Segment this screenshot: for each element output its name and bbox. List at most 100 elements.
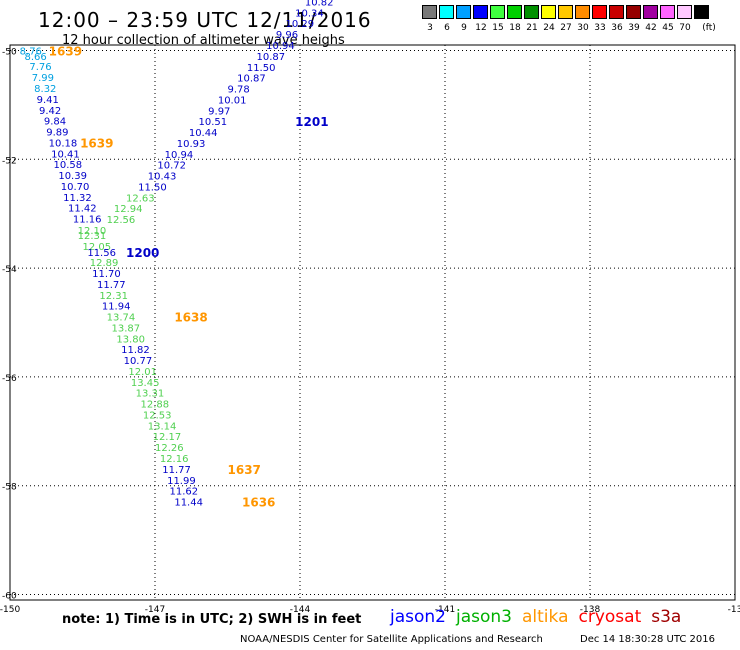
wave-height-label: 10.94	[165, 150, 194, 161]
wave-height-label: 11.42	[68, 204, 97, 215]
wave-height-label: 10.72	[157, 161, 186, 172]
wave-height-label: 7.76	[29, 62, 51, 73]
time-label: 1201	[295, 115, 328, 129]
wave-height-label: 12.56	[107, 215, 136, 226]
wave-height-label: 10.39	[58, 171, 87, 182]
y-tick-label: -54	[2, 265, 17, 275]
x-tick-label: -138	[580, 605, 601, 615]
legend-s3a: s3a	[651, 607, 682, 627]
wave-height-label: 10.41	[51, 149, 80, 160]
wave-height-label: 11.70	[92, 269, 121, 280]
wave-height-label: 10.51	[199, 117, 228, 128]
scale-swatch	[660, 5, 675, 19]
wave-height-label: 12.31	[78, 231, 107, 242]
wave-height-label: 13.74	[107, 313, 136, 324]
wave-height-label: 13.80	[116, 334, 145, 345]
wave-height-label: 10.87	[257, 52, 286, 63]
scale-swatch	[473, 5, 488, 19]
scale-swatch	[507, 5, 522, 19]
scale-swatch	[694, 5, 709, 19]
wave-height-label: 13.14	[148, 421, 177, 432]
wave-height-label: 11.99	[167, 476, 196, 487]
wave-height-label: 9.41	[37, 95, 59, 106]
scale-swatch	[609, 5, 624, 19]
wave-height-label: 9.96	[276, 30, 298, 41]
wave-height-label: 11.16	[73, 215, 102, 226]
wave-height-label: 12.01	[128, 367, 157, 378]
legend-altika: altika	[522, 607, 569, 627]
y-tick-label: -50	[2, 47, 17, 57]
wave-height-label: 10.87	[237, 74, 266, 85]
scale-label: 39	[628, 23, 640, 33]
wave-height-label: 12.63	[126, 193, 155, 204]
wave-height-label: 9.78	[228, 85, 250, 96]
wave-height-label: 10.82	[305, 0, 334, 8]
scale-swatch	[592, 5, 607, 19]
scale-label: 12	[475, 23, 487, 33]
scale-label: 33	[594, 23, 606, 33]
wave-height-label: 11.32	[63, 193, 92, 204]
x-tick-label: -141	[435, 605, 455, 615]
satellite-legend: jason2 jason3 altika cryosat s3a	[390, 607, 691, 627]
wave-height-label: 8.76	[20, 46, 42, 57]
scale-label: 45	[662, 23, 674, 33]
wave-height-label: 12.94	[114, 204, 143, 215]
time-label: 1639	[80, 136, 113, 150]
legend-jason3: jason3	[456, 607, 512, 627]
y-tick-label: -52	[2, 156, 17, 166]
scale-swatch	[541, 5, 556, 19]
wave-height-label: 10.43	[148, 172, 177, 183]
plot-frame	[9, 44, 736, 601]
wave-height-label: 12.05	[83, 242, 112, 253]
wave-height-label: 12.31	[99, 291, 128, 302]
wave-height-label: 13.31	[136, 389, 165, 400]
wave-height-label: 10.34	[295, 8, 324, 19]
y-tick-label: -60	[2, 592, 17, 602]
wave-height-label: 11.77	[97, 280, 126, 291]
scale-swatch	[575, 5, 590, 19]
wave-height-label: 11.62	[170, 487, 199, 498]
wave-height-label: 11.50	[247, 63, 276, 74]
footer-credit: NOAA/NESDIS Center for Satellite Applica…	[240, 634, 543, 645]
wave-height-label: 12.17	[153, 432, 182, 443]
wave-height-label: 11.50	[138, 182, 167, 193]
wave-height-label: 11.44	[174, 498, 203, 509]
wave-height-label: 8.66	[25, 52, 47, 63]
wave-height-label: 10.18	[49, 138, 78, 149]
scale-label: 42	[645, 23, 657, 33]
wave-height-label: 11.77	[162, 465, 191, 476]
scale-swatch	[626, 5, 641, 19]
x-tick-label: -147	[145, 605, 165, 615]
wave-height-label: 12.88	[141, 400, 170, 411]
wave-height-label: 10.01	[218, 95, 247, 106]
time-label: 1636	[242, 496, 275, 510]
scale-swatch	[677, 5, 692, 19]
time-label: 1637	[228, 463, 261, 477]
scale-label: 21	[526, 23, 538, 33]
wave-height-label: 11.94	[102, 302, 131, 313]
wave-height-label: 12.53	[143, 410, 172, 421]
wave-height-label: 12.10	[78, 226, 107, 237]
scale-label: 6	[444, 23, 450, 33]
wave-height-label: 10.58	[54, 160, 83, 171]
scale-label: 18	[509, 23, 521, 33]
footer-timestamp: Dec 14 18:30:28 UTC 2016	[580, 634, 715, 645]
wave-height-label: 12.16	[160, 454, 189, 465]
wave-height-label: 12.89	[90, 258, 119, 269]
scale-swatch	[439, 5, 454, 19]
scale-label: 27	[560, 23, 572, 33]
wave-height-label: 13.45	[131, 378, 160, 389]
wave-height-label: 10.44	[189, 128, 218, 139]
time-label: 1638	[174, 311, 207, 325]
scale-unit-label: (ft)	[702, 23, 716, 33]
x-tick-label: -150	[0, 605, 20, 615]
scale-label: 15	[492, 23, 504, 33]
legend-cryosat: cryosat	[578, 607, 642, 627]
scale-label: 36	[611, 23, 623, 33]
scale-label: 9	[461, 23, 467, 33]
chart-title: 12:00 – 23:59 UTC 12/11/2016	[38, 8, 372, 32]
wave-height-label: 10.94	[266, 41, 295, 52]
x-tick-label: -13	[728, 605, 740, 615]
wave-height-label: 9.89	[46, 128, 68, 139]
